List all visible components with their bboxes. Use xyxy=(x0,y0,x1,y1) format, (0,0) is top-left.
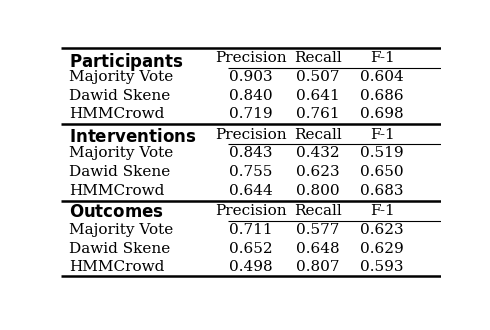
Text: 0.650: 0.650 xyxy=(360,165,404,179)
Text: Majority Vote: Majority Vote xyxy=(69,146,173,160)
Text: Precision: Precision xyxy=(215,51,287,65)
Text: 0.629: 0.629 xyxy=(360,242,404,256)
Text: Recall: Recall xyxy=(294,204,342,218)
Text: 0.840: 0.840 xyxy=(229,89,273,103)
Text: 0.761: 0.761 xyxy=(296,108,340,121)
Text: 0.577: 0.577 xyxy=(296,223,339,237)
Text: F-1: F-1 xyxy=(370,204,394,218)
Text: HMMCrowd: HMMCrowd xyxy=(69,184,164,198)
Text: Majority Vote: Majority Vote xyxy=(69,70,173,84)
Text: 0.698: 0.698 xyxy=(360,108,404,121)
Text: $\mathbf{Outcomes}$: $\mathbf{Outcomes}$ xyxy=(69,204,164,221)
Text: Majority Vote: Majority Vote xyxy=(69,223,173,237)
Text: F-1: F-1 xyxy=(370,51,394,65)
Text: 0.843: 0.843 xyxy=(229,146,273,160)
Text: $\mathbf{Interventions}$: $\mathbf{Interventions}$ xyxy=(69,127,196,146)
Text: Precision: Precision xyxy=(215,127,287,142)
Text: Dawid Skene: Dawid Skene xyxy=(69,242,170,256)
Text: Dawid Skene: Dawid Skene xyxy=(69,165,170,179)
Text: 0.432: 0.432 xyxy=(296,146,340,160)
Text: Recall: Recall xyxy=(294,51,342,65)
Text: 0.807: 0.807 xyxy=(296,260,340,275)
Text: 0.719: 0.719 xyxy=(229,108,273,121)
Text: 0.623: 0.623 xyxy=(360,223,404,237)
Text: 0.686: 0.686 xyxy=(360,89,404,103)
Text: 0.711: 0.711 xyxy=(229,223,273,237)
Text: 0.604: 0.604 xyxy=(360,70,404,84)
Text: 0.648: 0.648 xyxy=(296,242,340,256)
Text: 0.644: 0.644 xyxy=(229,184,273,198)
Text: HMMCrowd: HMMCrowd xyxy=(69,108,164,121)
Text: 0.623: 0.623 xyxy=(296,165,340,179)
Text: 0.507: 0.507 xyxy=(296,70,340,84)
Text: 0.683: 0.683 xyxy=(360,184,404,198)
Text: 0.652: 0.652 xyxy=(229,242,273,256)
Text: HMMCrowd: HMMCrowd xyxy=(69,260,164,275)
Text: Dawid Skene: Dawid Skene xyxy=(69,89,170,103)
Text: 0.800: 0.800 xyxy=(296,184,340,198)
Text: $\mathbf{Participants}$: $\mathbf{Participants}$ xyxy=(69,51,184,73)
Text: 0.641: 0.641 xyxy=(295,89,340,103)
Text: Precision: Precision xyxy=(215,204,287,218)
Text: 0.903: 0.903 xyxy=(229,70,273,84)
Text: 0.593: 0.593 xyxy=(360,260,404,275)
Text: F-1: F-1 xyxy=(370,127,394,142)
Text: 0.498: 0.498 xyxy=(229,260,273,275)
Text: 0.519: 0.519 xyxy=(360,146,404,160)
Text: 0.755: 0.755 xyxy=(229,165,273,179)
Text: Recall: Recall xyxy=(294,127,342,142)
